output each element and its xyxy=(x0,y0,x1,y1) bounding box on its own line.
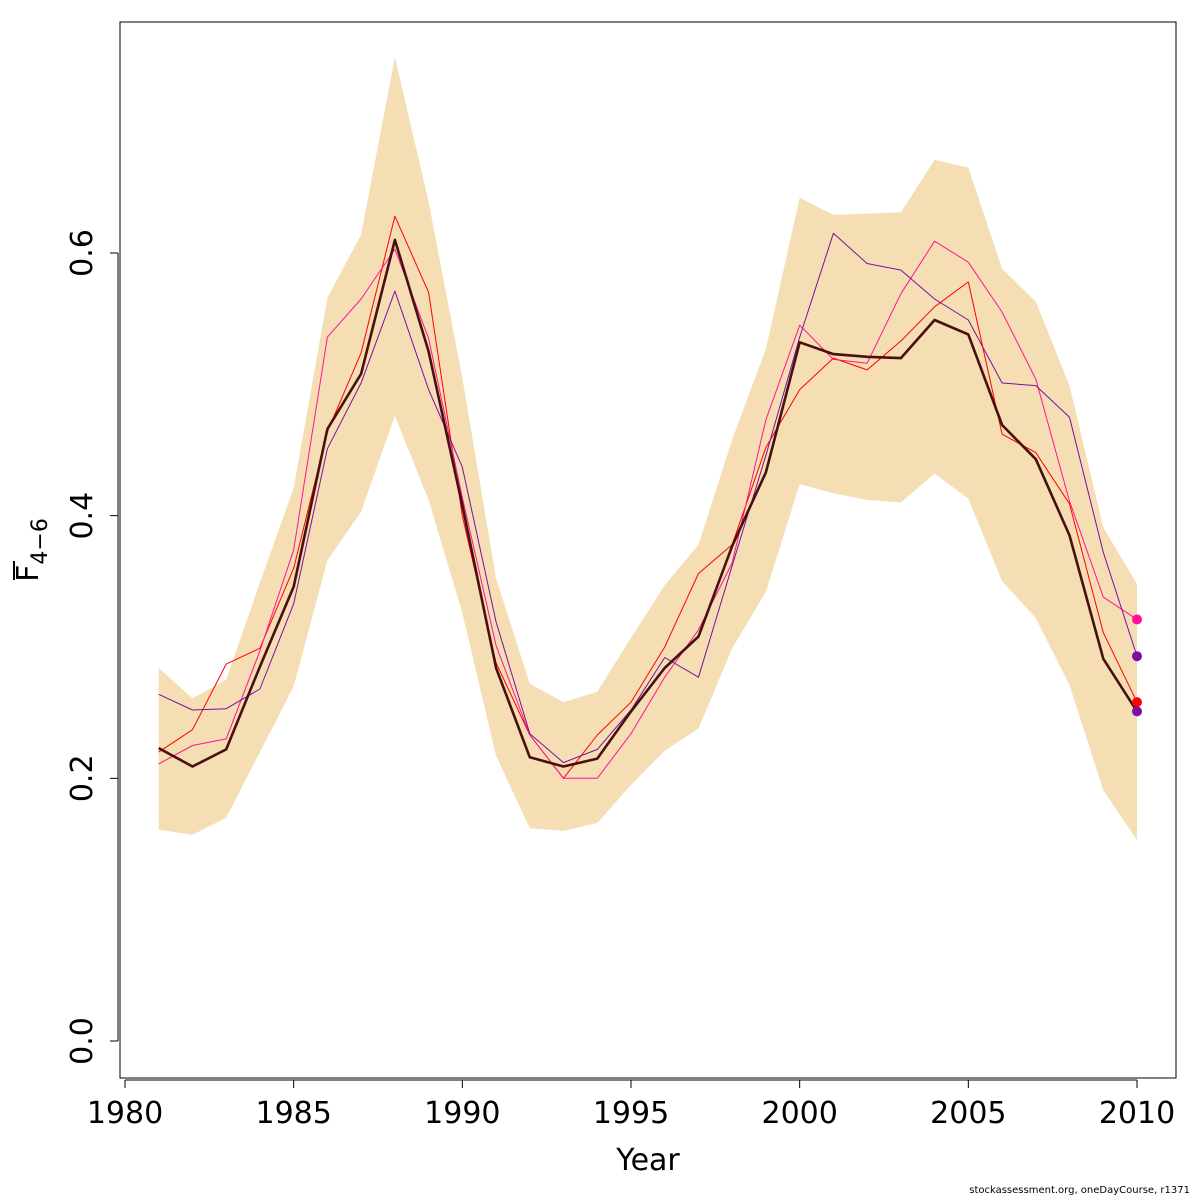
series-line-3 xyxy=(158,240,1138,779)
x-tick-label-2005: 2005 xyxy=(930,1096,1006,1131)
footer-credit: stockassessment.org, oneDayCourse, r1371 xyxy=(969,1185,1190,1196)
endpoint-marker-4 xyxy=(1132,706,1142,717)
y-tick-label-1: 0.2 xyxy=(65,754,100,802)
y-tick-label-group-2: 0.4 xyxy=(65,492,100,540)
y-tick-label-0: 0.0 xyxy=(65,1017,100,1065)
y-tick-label-3: 0.6 xyxy=(65,229,100,277)
x-tick-label-1995: 1995 xyxy=(593,1096,669,1131)
confidence-band-layer xyxy=(158,57,1137,841)
confidence-band xyxy=(158,57,1137,841)
endpoint-marker-2 xyxy=(1132,651,1142,662)
endpoint-marker-3 xyxy=(1132,697,1142,708)
y-tick-label-group-3: 0.6 xyxy=(65,229,100,277)
y-axis-title-main: F xyxy=(11,565,46,582)
y-axis-title-subscript: 4−6 xyxy=(28,518,53,564)
y-axis-title-group: F4−6 xyxy=(11,518,53,582)
y-tick-label-group-1: 0.2 xyxy=(65,754,100,802)
series-line-1 xyxy=(158,238,1139,768)
endpoint-marker-1 xyxy=(1132,614,1142,625)
y-axis-title: F4−6 xyxy=(11,518,53,582)
plot-frame xyxy=(119,21,1177,1079)
x-tick-label-1990: 1990 xyxy=(424,1096,500,1131)
x-tick-label-1985: 1985 xyxy=(255,1096,331,1131)
series-layer xyxy=(158,215,1139,779)
y-axis: 0.0 0.2 0.4 0.6 xyxy=(65,229,119,1065)
x-tick-label-1980: 1980 xyxy=(87,1096,163,1131)
x-axis: 1980 1985 1990 1995 2000 2005 2010 xyxy=(87,1079,1175,1131)
x-axis-title: Year xyxy=(615,1143,680,1178)
y-tick-label-group-0: 0.0 xyxy=(65,1017,100,1065)
x-tick-label-2000: 2000 xyxy=(761,1096,837,1131)
y-tick-label-2: 0.4 xyxy=(65,492,100,540)
x-tick-label-2010: 2010 xyxy=(1099,1096,1175,1131)
endpoint-layer xyxy=(1132,614,1142,717)
series-line-4 xyxy=(158,232,1138,764)
